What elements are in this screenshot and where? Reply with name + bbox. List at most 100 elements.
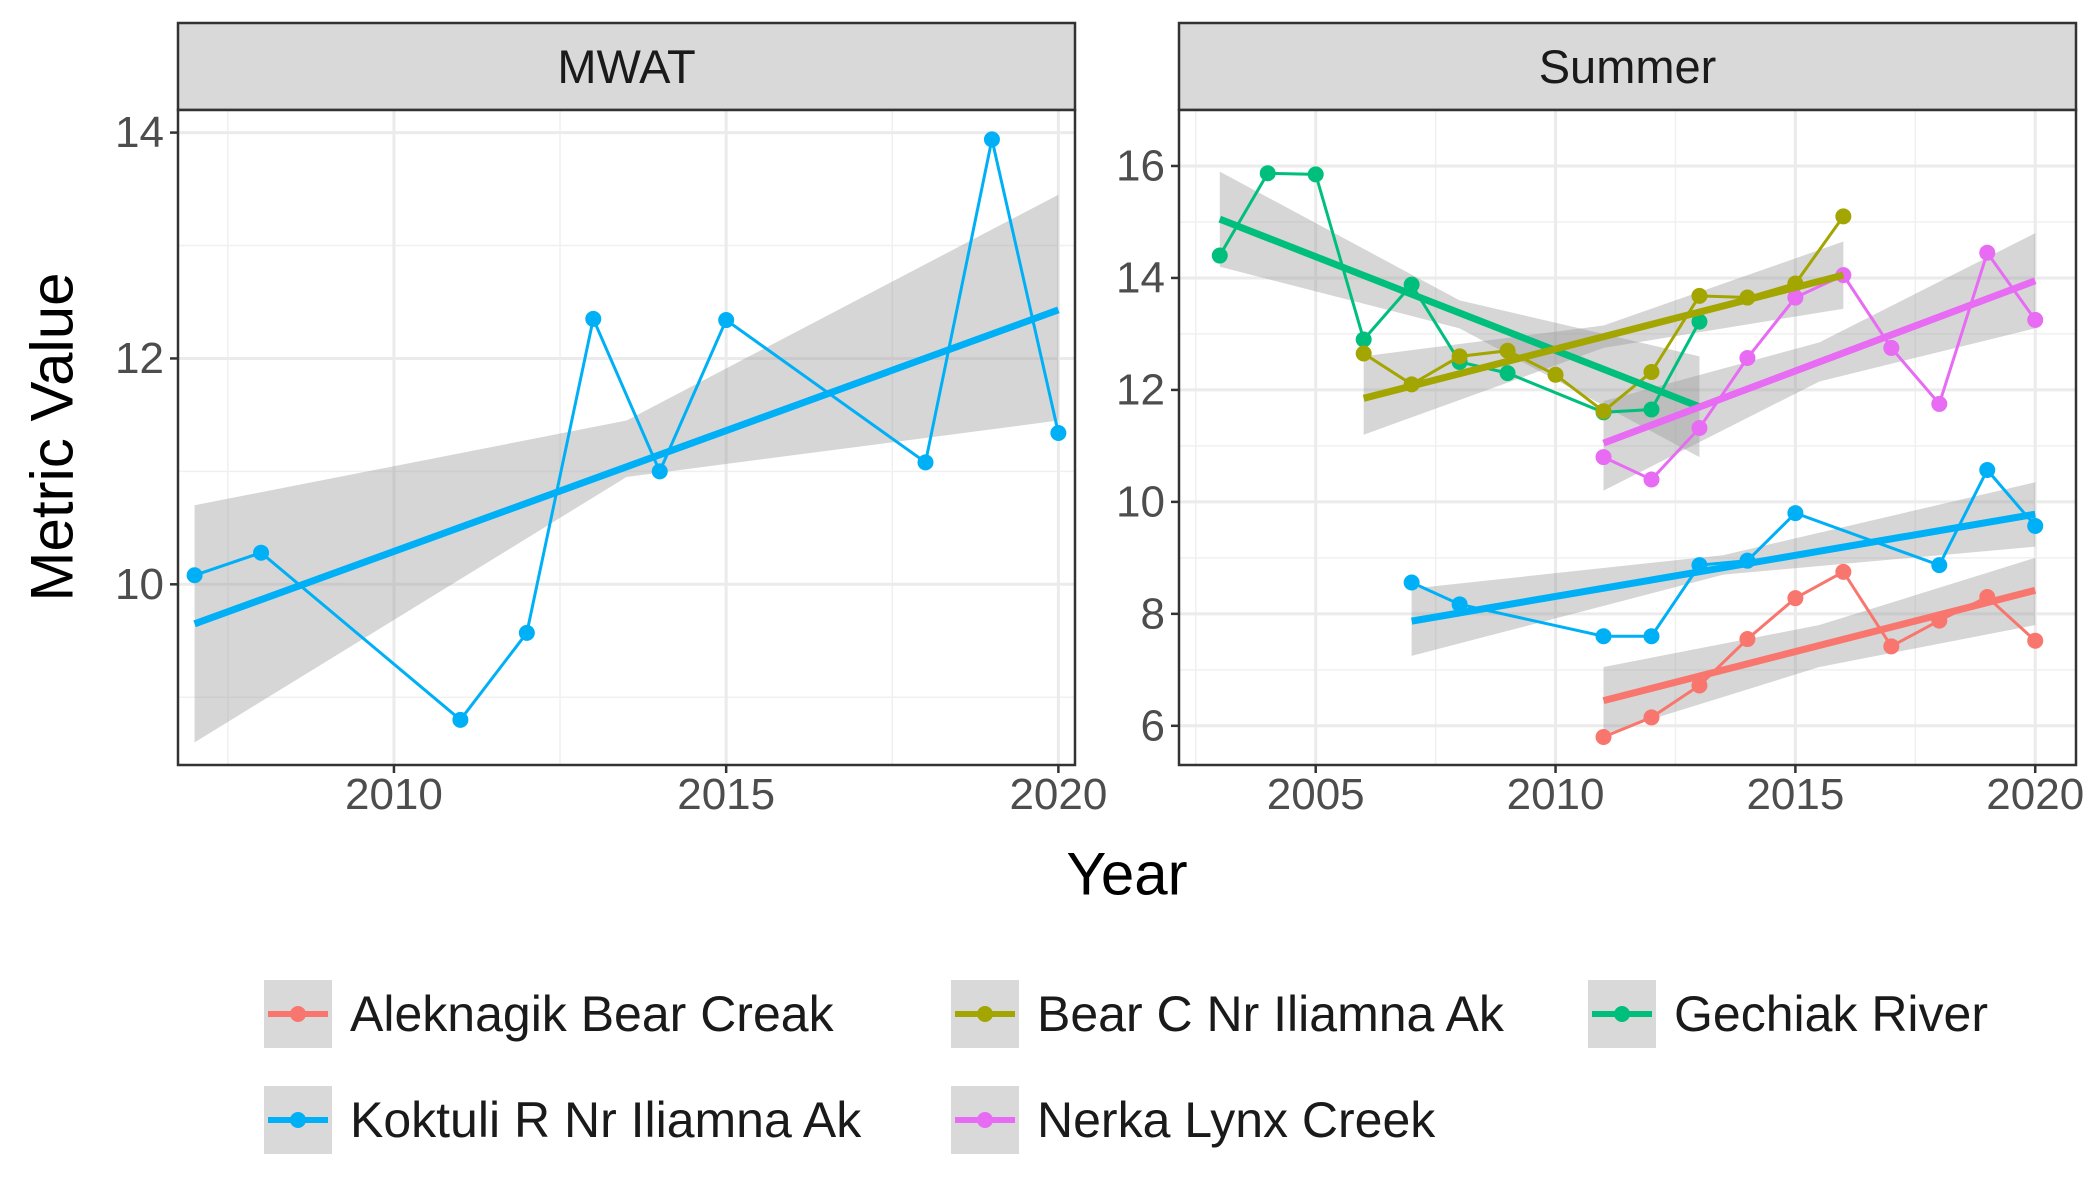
data-point-nerka-lynx-creek: [2027, 311, 2044, 328]
y-tick-label: 12: [115, 334, 164, 383]
data-point-nerka-lynx-creek: [1883, 339, 1900, 356]
data-point-aleknagik-bear-creak: [1691, 677, 1708, 694]
data-point-koktuli-r-nr-iliamna-ak: [1403, 574, 1420, 591]
data-point-aleknagik-bear-creak: [1595, 729, 1612, 746]
legend: Aleknagik Bear Creak Bear C Nr Iliamna Ak…: [264, 980, 1988, 1154]
data-point-koktuli-r-nr-iliamna-ak: [917, 454, 934, 471]
data-point-bear-c-nr-iliamna-ak: [1595, 403, 1612, 420]
data-point-nerka-lynx-creek: [1643, 471, 1660, 488]
legend-label: Aleknagik Bear Creak: [350, 986, 835, 1042]
data-point-bear-c-nr-iliamna-ak: [1547, 366, 1564, 383]
data-point-koktuli-r-nr-iliamna-ak: [651, 463, 668, 480]
data-point-bear-c-nr-iliamna-ak: [1835, 208, 1852, 225]
legend-key-point: [977, 1006, 993, 1022]
panel-plot-area: [1179, 110, 2076, 765]
data-point-koktuli-r-nr-iliamna-ak: [585, 310, 602, 327]
trend-line-bear-c-nr-iliamna-ak: [1362, 271, 1845, 402]
data-point-nerka-lynx-creek: [1787, 289, 1804, 306]
x-tick-label: 2020: [1009, 770, 1107, 819]
legend-key-point: [290, 1006, 306, 1022]
legend-item: Bear C Nr Iliamna Ak: [951, 980, 1505, 1048]
x-tick-label: 2020: [1986, 770, 2084, 819]
legend-item: Gechiak River: [1588, 980, 1988, 1048]
data-point-koktuli-r-nr-iliamna-ak: [718, 312, 735, 329]
y-tick-label: 6: [1141, 701, 1165, 750]
data-point-koktuli-r-nr-iliamna-ak: [518, 624, 535, 641]
data-point-bear-c-nr-iliamna-ak: [1355, 345, 1372, 362]
legend-key-point: [1614, 1006, 1630, 1022]
facet-strip: [176, 21, 1077, 112]
data-point-koktuli-r-nr-iliamna-ak: [186, 567, 203, 584]
data-point-koktuli-r-nr-iliamna-ak: [1451, 596, 1468, 613]
x-tick-label: 2010: [345, 770, 443, 819]
data-point-gechiak-river: [1643, 401, 1660, 418]
series-line-nerka-lynx-creek: [1602, 249, 2037, 482]
data-point-koktuli-r-nr-iliamna-ak: [1787, 505, 1804, 522]
data-point-nerka-lynx-creek: [1595, 449, 1612, 466]
data-point-bear-c-nr-iliamna-ak: [1691, 287, 1708, 304]
data-point-aleknagik-bear-creak: [1643, 709, 1660, 726]
data-point-gechiak-river: [1499, 365, 1516, 382]
legend-key-point: [290, 1112, 306, 1128]
data-point-gechiak-river: [1259, 165, 1276, 182]
trend-line-gechiak-river: [1218, 215, 1701, 410]
data-point-aleknagik-bear-creak: [1739, 631, 1756, 648]
gridlines: [1179, 110, 2076, 765]
x-tick-label: 2005: [1267, 770, 1365, 819]
data-point-nerka-lynx-creek: [1739, 350, 1756, 367]
data-point-gechiak-river: [1355, 331, 1372, 348]
legend-item: Nerka Lynx Creek: [951, 1086, 1436, 1154]
y-tick-label: 14: [115, 108, 164, 157]
y-tick-label: 10: [1116, 477, 1165, 526]
data-point-nerka-lynx-creek: [1979, 244, 1996, 261]
facet-strip-label: MWAT: [557, 40, 695, 93]
series-line-koktuli-r-nr-iliamna-ak: [1411, 467, 2037, 638]
data-point-koktuli-r-nr-iliamna-ak: [2027, 517, 2044, 534]
data-point-nerka-lynx-creek: [1931, 395, 1948, 412]
series-line-koktuli-r-nr-iliamna-ak: [194, 139, 1060, 722]
legend-label: Bear C Nr Iliamna Ak: [1037, 986, 1505, 1042]
trend-line-koktuli-r-nr-iliamna-ak: [193, 306, 1060, 628]
y-tick-label: 14: [1116, 253, 1165, 302]
legend-item: Koktuli R Nr Iliamna Ak: [264, 1086, 862, 1154]
data-point-koktuli-r-nr-iliamna-ak: [1595, 628, 1612, 645]
data-point-gechiak-river: [1211, 247, 1228, 264]
data-point-aleknagik-bear-creak: [1787, 590, 1804, 607]
data-point-gechiak-river: [1691, 313, 1708, 330]
data-point-koktuli-r-nr-iliamna-ak: [1643, 628, 1660, 645]
x-tick-label: 2015: [1746, 770, 1844, 819]
data-point-bear-c-nr-iliamna-ak: [1643, 364, 1660, 380]
data-point-koktuli-r-nr-iliamna-ak: [452, 711, 469, 728]
legend-key-point: [977, 1112, 993, 1128]
panel-mwat: MWAT 2010 2015 2020 10 12 14: [115, 21, 1107, 819]
y-tick-label: 12: [1116, 365, 1165, 414]
series-line-gechiak-river: [1218, 171, 1701, 414]
panel-summer: Summer 2005 2010 2015 2020 6 8 10 12 14 16: [1116, 21, 2084, 819]
data-point-koktuli-r-nr-iliamna-ak: [253, 544, 270, 561]
data-point-gechiak-river: [1403, 276, 1420, 293]
trend-line-nerka-lynx-creek: [1602, 277, 2037, 447]
data-point-aleknagik-bear-creak: [1883, 638, 1900, 655]
y-tick-label: 10: [115, 560, 164, 609]
x-tick-label: 2010: [1507, 770, 1605, 819]
panel-plot-area: [178, 110, 1075, 765]
data-point-koktuli-r-nr-iliamna-ak: [1931, 557, 1948, 574]
panel-border: [1177, 108, 2078, 767]
trend-line-koktuli-r-nr-iliamna-ak: [1411, 510, 2036, 625]
chart-panels: MWAT 2010 2015 2020 10 12 14 Summer 2005 2010 2015…: [115, 21, 2084, 819]
y-tick-label: 16: [1116, 141, 1165, 190]
data-point-bear-c-nr-iliamna-ak: [1451, 348, 1468, 365]
facet-strip-label: Summer: [1539, 40, 1717, 93]
legend-label: Gechiak River: [1674, 986, 1988, 1042]
data-point-koktuli-r-nr-iliamna-ak: [1979, 461, 1996, 478]
y-axis-title: Metric Value: [19, 272, 86, 601]
x-tick-label: 2015: [677, 770, 775, 819]
x-axis-title: Year: [1066, 841, 1187, 908]
data-point-bear-c-nr-iliamna-ak: [1499, 342, 1516, 359]
trend-line-aleknagik-bear-creak: [1602, 586, 2037, 705]
panel-background: [178, 110, 1075, 765]
data-point-koktuli-r-nr-iliamna-ak: [983, 131, 1000, 148]
data-point-nerka-lynx-creek: [1691, 419, 1708, 436]
panel-border: [176, 108, 1077, 767]
